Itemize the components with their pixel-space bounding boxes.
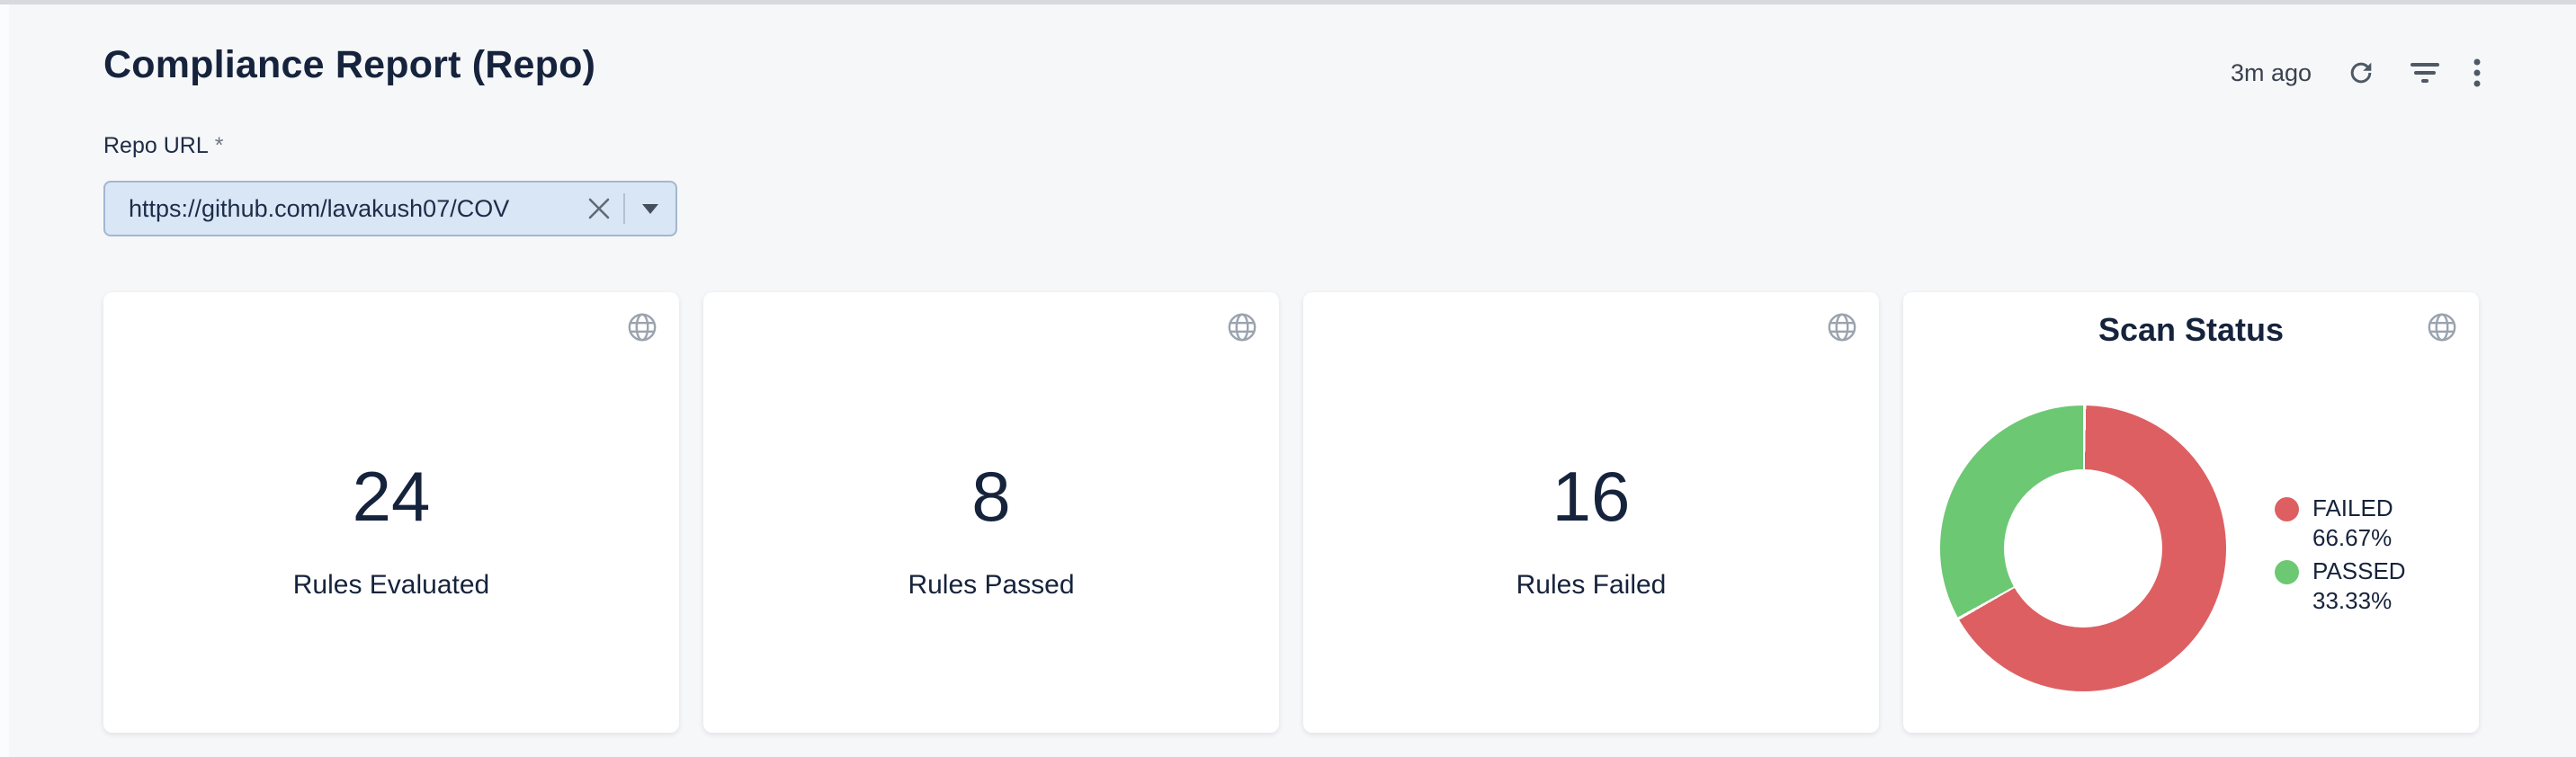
globe-icon [1827, 312, 1857, 347]
legend-label-passed: PASSED [2312, 557, 2406, 584]
clear-repo-url-button[interactable] [575, 183, 623, 235]
legend-dot-failed [2275, 497, 2299, 521]
globe-icon [1227, 312, 1257, 347]
kebab-menu-icon [2473, 58, 2481, 87]
last-updated-timestamp: 3m ago [2230, 58, 2312, 86]
globe-icon [627, 312, 657, 347]
select-divider [623, 193, 625, 224]
rules-evaluated-value: 24 [352, 456, 431, 536]
legend-dot-passed [2275, 560, 2299, 584]
globe-icon [2427, 312, 2457, 347]
card-rules-failed: 16 Rules Failed [1303, 292, 1879, 733]
rules-evaluated-label: Rules Evaluated [292, 569, 490, 600]
refresh-icon [2346, 58, 2376, 88]
top-border-band [0, 0, 2576, 4]
card-scan-status: Scan Status FAILED 66.67% PASSED 33.33% [1903, 292, 2479, 733]
header-actions: 3m ago [2231, 49, 2481, 96]
more-options-button[interactable] [2473, 58, 2481, 87]
clear-x-icon [587, 197, 611, 220]
legend-pct-failed: 66.67% [2312, 524, 2393, 551]
page-title: Compliance Report (Repo) [103, 43, 596, 86]
card-rules-evaluated: 24 Rules Evaluated [103, 292, 679, 733]
legend-item-passed[interactable]: PASSED 33.33% [2275, 557, 2406, 616]
legend-label-failed: FAILED [2312, 494, 2393, 521]
rules-passed-value: 8 [971, 456, 1011, 536]
scan-status-legend: FAILED 66.67% PASSED 33.33% [2275, 494, 2406, 616]
left-page-gutter [0, 4, 9, 757]
card-rules-passed: 8 Rules Passed [703, 292, 1279, 733]
filter-icon [2411, 62, 2439, 84]
refresh-button[interactable] [2346, 58, 2376, 88]
rules-passed-label: Rules Passed [908, 569, 1075, 600]
repo-url-input[interactable] [129, 194, 575, 223]
cards-row: 24 Rules Evaluated 8 Rules Passed 16 Rul… [103, 292, 2479, 733]
required-marker: * [214, 133, 224, 158]
scan-status-title: Scan Status [2097, 311, 2285, 348]
repo-url-label: Repo URL * [103, 133, 224, 158]
legend-pct-passed: 33.33% [2312, 587, 2393, 614]
legend-item-failed[interactable]: FAILED 66.67% [2275, 494, 2406, 553]
dropdown-caret-icon [642, 203, 658, 214]
filter-button[interactable] [2411, 62, 2439, 84]
repo-url-dropdown-button[interactable] [625, 183, 675, 235]
rules-failed-value: 16 [1552, 456, 1631, 536]
rules-failed-label: Rules Failed [1516, 569, 1667, 600]
repo-url-select[interactable] [103, 181, 677, 236]
scan-status-donut [1940, 405, 2226, 691]
